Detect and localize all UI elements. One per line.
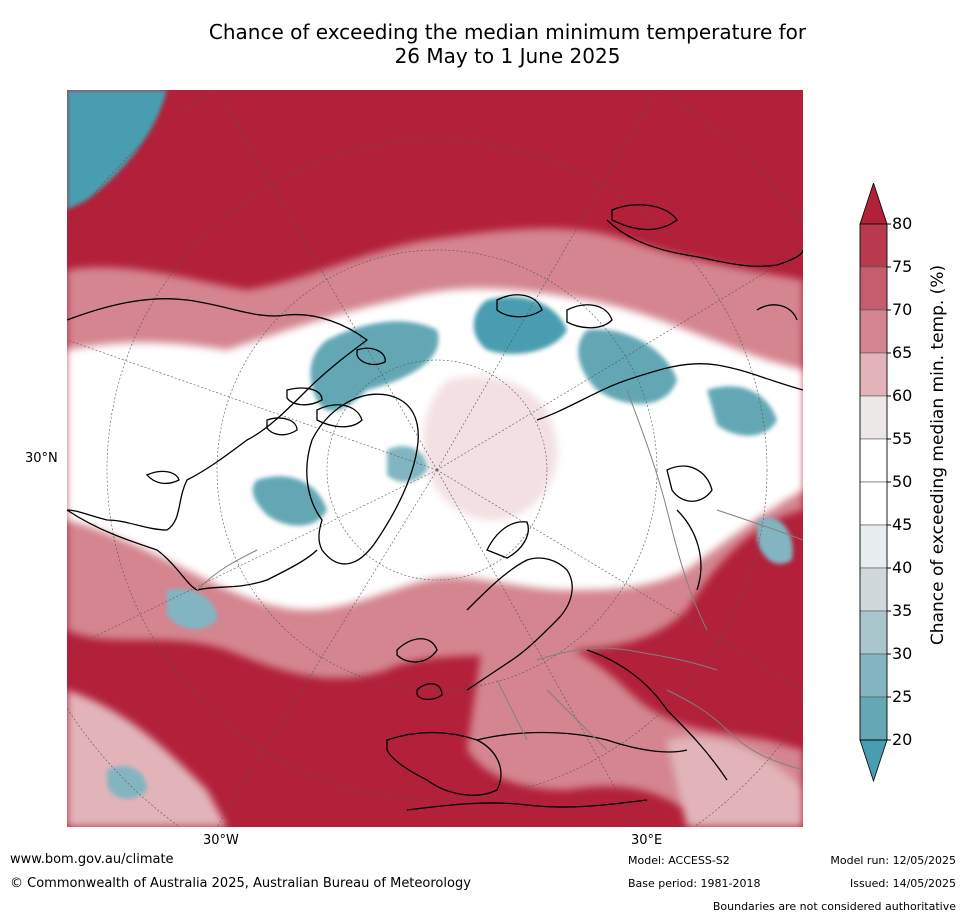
colorbar-tick-label: 50 xyxy=(892,472,913,491)
colorbar-band xyxy=(859,524,888,569)
title-line-2: 26 May to 1 June 2025 xyxy=(394,44,621,68)
colorbar-tick-label: 35 xyxy=(892,601,913,620)
latitude-label-30n: 30°N xyxy=(25,451,58,466)
chart-title: Chance of exceeding the median minimum t… xyxy=(150,20,865,68)
forecast-map xyxy=(67,90,803,827)
disclaimer-text: Boundaries are not considered authoritat… xyxy=(712,900,956,913)
colorbar-band xyxy=(859,696,888,741)
map-canvas xyxy=(67,90,803,827)
colorbar-tick-label: 75 xyxy=(892,257,913,276)
colorbar xyxy=(859,183,891,783)
colorbar-band xyxy=(859,438,888,483)
colorbar-band xyxy=(859,352,888,397)
colorbar-arrow-bottom xyxy=(859,739,888,783)
colorbar-arrow-top xyxy=(859,183,888,225)
colorbar-tick-label: 65 xyxy=(892,343,913,362)
colorbar-title: Chance of exceeding median min. temp. (%… xyxy=(928,264,948,646)
copyright-text: © Commonwealth of Australia 2025, Austra… xyxy=(10,876,471,891)
title-line-1: Chance of exceeding the median minimum t… xyxy=(208,20,807,44)
base-period-text: Base period: 1981-2018 xyxy=(628,877,761,890)
colorbar-tick-label: 55 xyxy=(892,429,913,448)
colorbar-band xyxy=(859,481,888,526)
colorbar-tick-label: 40 xyxy=(892,558,913,577)
coastlines xyxy=(67,204,803,811)
colorbar-tick-label: 20 xyxy=(892,730,913,749)
longitude-label-30e: 30°E xyxy=(631,833,663,848)
colorbar-tick-label: 70 xyxy=(892,300,913,319)
colorbar-band xyxy=(859,395,888,440)
issued-text: Issued: 14/05/2025 xyxy=(849,877,956,890)
colorbar-tick-label: 45 xyxy=(892,515,913,534)
national-borders xyxy=(196,389,803,771)
colorbar-tick-label: 80 xyxy=(892,214,913,233)
graticule xyxy=(67,90,803,827)
longitude-label-30w: 30°W xyxy=(203,833,239,848)
colorbar-band xyxy=(859,610,888,655)
low-probability-zones xyxy=(67,90,793,800)
colorbar-band xyxy=(859,223,888,268)
colorbar-tick-label: 30 xyxy=(892,644,913,663)
model-run-text: Model run: 12/05/2025 xyxy=(830,854,956,867)
colorbar-band xyxy=(859,309,888,354)
colorbar-tick-label: 60 xyxy=(892,386,913,405)
model-text: Model: ACCESS-S2 xyxy=(628,854,730,867)
website-text: www.bom.gov.au/climate xyxy=(10,852,174,867)
colorbar-tick-label: 25 xyxy=(892,687,913,706)
colorbar-band xyxy=(859,567,888,612)
colorbar-band xyxy=(859,266,888,311)
colorbar-band xyxy=(859,653,888,698)
